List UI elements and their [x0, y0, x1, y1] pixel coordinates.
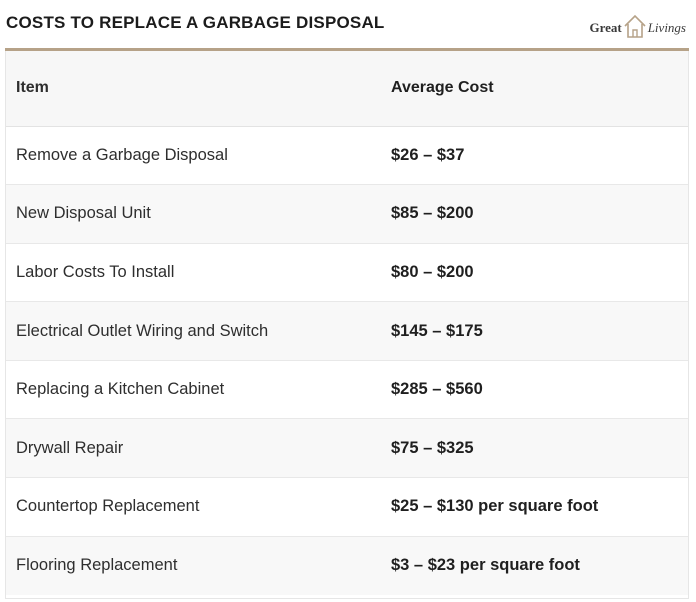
cost-cell: $26 – $37: [381, 126, 688, 186]
item-cell: Replacing a Kitchen Cabinet: [6, 360, 381, 420]
table-row: Flooring Replacement $3 – $23 per square…: [6, 536, 688, 595]
cost-cell: $25 – $130 per square foot: [381, 477, 688, 537]
page-title: COSTS TO REPLACE A GARBAGE DISPOSAL: [6, 13, 385, 32]
cost-cell: $85 – $200: [381, 184, 688, 244]
cost-cell: $285 – $560: [381, 360, 688, 420]
item-cell: Drywall Repair: [6, 418, 381, 479]
item-cell: New Disposal Unit: [6, 184, 381, 244]
table-row: Drywall Repair $75 – $325: [6, 418, 688, 479]
item-cell: Countertop Replacement: [6, 477, 381, 537]
header-divider: [5, 48, 689, 51]
table-row: Remove a Garbage Disposal $26 – $37: [6, 126, 688, 186]
house-icon: [624, 14, 646, 38]
table-row: New Disposal Unit $85 – $200: [6, 184, 688, 244]
table-row: Labor Costs To Install $80 – $200: [6, 243, 688, 303]
logo-text-great: Great: [589, 20, 622, 35]
cost-table: Item Average Cost Remove a Garbage Dispo…: [6, 51, 688, 595]
item-cell: Electrical Outlet Wiring and Switch: [6, 301, 381, 361]
column-header-item: Item: [6, 51, 381, 127]
table-row: Countertop Replacement $25 – $130 per sq…: [6, 477, 688, 537]
brand-logo[interactable]: Great Livings: [589, 10, 686, 40]
cost-cell: $80 – $200: [381, 243, 688, 303]
item-cell: Remove a Garbage Disposal: [6, 126, 381, 186]
cost-cell: $3 – $23 per square foot: [381, 536, 688, 595]
cost-cell: $145 – $175: [381, 301, 688, 361]
item-cell: Labor Costs To Install: [6, 243, 381, 303]
cost-table-container: Item Average Cost Remove a Garbage Dispo…: [5, 51, 689, 599]
table-header-row: Item Average Cost: [6, 51, 688, 127]
logo-text-livings: Livings: [647, 20, 686, 35]
cost-cell: $75 – $325: [381, 418, 688, 479]
column-header-average-cost: Average Cost: [381, 51, 688, 127]
page-header: COSTS TO REPLACE A GARBAGE DISPOSAL Grea…: [0, 0, 696, 51]
table-row: Electrical Outlet Wiring and Switch $145…: [6, 301, 688, 361]
table-row: Replacing a Kitchen Cabinet $285 – $560: [6, 360, 688, 420]
item-cell: Flooring Replacement: [6, 536, 381, 595]
